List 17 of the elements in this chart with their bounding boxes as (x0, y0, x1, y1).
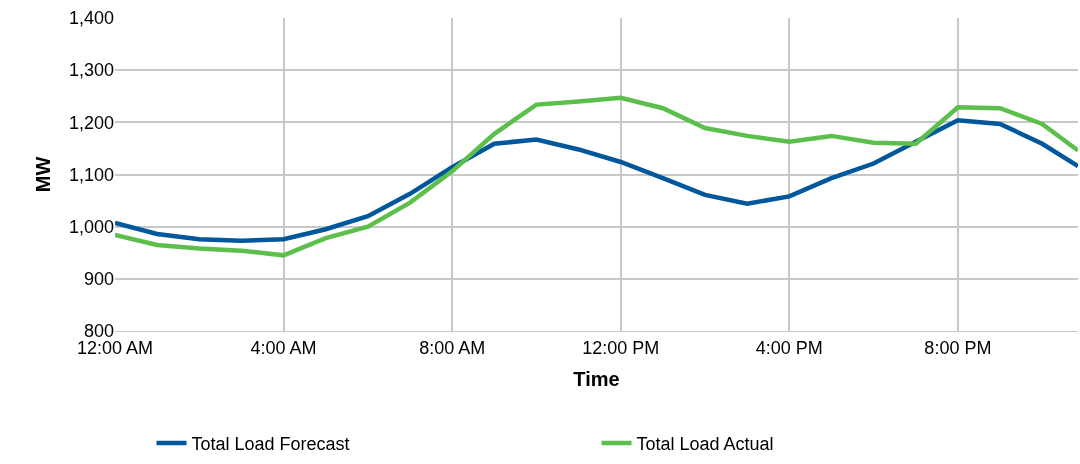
y-axis-title: MW (32, 156, 55, 193)
legend-label: Total Load Forecast (191, 434, 350, 455)
x-tick-label: 4:00 PM (755, 337, 823, 358)
y-tick-label: 900 (83, 269, 114, 290)
x-tick-label: 8:00 PM (924, 337, 992, 358)
y-tick-label: 1,200 (68, 112, 114, 133)
y-tick-label: 1,000 (68, 216, 114, 237)
y-tick-label: 1,100 (68, 164, 114, 185)
y-tick-label: 1,400 (68, 8, 114, 29)
x-axis-title: Time (573, 368, 620, 391)
legend-label: Total Load Actual (636, 434, 774, 455)
line-series (115, 95, 1078, 258)
x-tick-label: 4:00 AM (250, 337, 317, 358)
y-tick-label: 1,300 (68, 60, 114, 81)
x-tick-label: 12:00 PM (582, 337, 660, 358)
x-tick-label: 8:00 AM (419, 337, 486, 358)
line-series (115, 118, 1078, 243)
